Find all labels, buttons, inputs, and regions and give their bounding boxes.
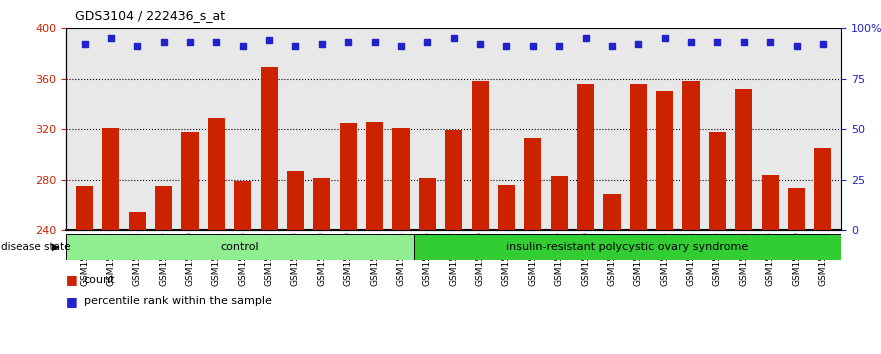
- Text: disease state: disease state: [1, 242, 70, 252]
- Point: [710, 40, 724, 45]
- Point: [420, 40, 434, 45]
- Bar: [656, 91, 673, 354]
- Bar: [413, 234, 841, 260]
- Bar: [234, 181, 251, 354]
- Text: insulin-resistant polycystic ovary syndrome: insulin-resistant polycystic ovary syndr…: [507, 242, 749, 252]
- Point: [315, 42, 329, 47]
- Point: [367, 40, 381, 45]
- Bar: [709, 132, 726, 354]
- Bar: [181, 132, 198, 354]
- Bar: [76, 186, 93, 354]
- Point: [394, 44, 408, 49]
- Text: count: count: [84, 275, 115, 285]
- Point: [605, 44, 619, 49]
- Bar: [603, 194, 620, 354]
- Bar: [129, 212, 146, 354]
- Point: [473, 42, 487, 47]
- Bar: [392, 128, 410, 354]
- Point: [236, 44, 250, 49]
- Bar: [102, 128, 120, 354]
- Bar: [208, 118, 225, 354]
- Point: [78, 42, 92, 47]
- Bar: [498, 185, 515, 354]
- Bar: [340, 123, 357, 354]
- Point: [157, 40, 171, 45]
- Text: GDS3104 / 222436_s_at: GDS3104 / 222436_s_at: [75, 9, 225, 22]
- Point: [500, 44, 514, 49]
- Bar: [814, 148, 832, 354]
- Point: [552, 44, 566, 49]
- Bar: [445, 131, 463, 354]
- Point: [104, 35, 118, 41]
- Bar: [471, 81, 489, 354]
- Bar: [551, 176, 567, 354]
- Point: [684, 40, 698, 45]
- Bar: [524, 138, 542, 354]
- Point: [737, 40, 751, 45]
- Bar: [736, 89, 752, 354]
- Point: [210, 40, 224, 45]
- Text: ■: ■: [66, 295, 78, 308]
- Bar: [155, 186, 172, 354]
- Bar: [261, 67, 278, 354]
- Bar: [761, 175, 779, 354]
- Text: ■: ■: [66, 274, 78, 286]
- Point: [130, 44, 144, 49]
- Bar: [287, 171, 304, 354]
- Bar: [66, 234, 413, 260]
- Text: control: control: [220, 242, 259, 252]
- Point: [341, 40, 355, 45]
- Point: [447, 35, 461, 41]
- Point: [632, 42, 646, 47]
- Point: [526, 44, 540, 49]
- Text: ▶: ▶: [52, 242, 60, 252]
- Bar: [788, 188, 805, 354]
- Point: [288, 44, 302, 49]
- Point: [183, 40, 197, 45]
- Bar: [366, 122, 383, 354]
- Point: [657, 35, 671, 41]
- Bar: [683, 81, 700, 354]
- Text: percentile rank within the sample: percentile rank within the sample: [84, 296, 271, 306]
- Point: [579, 35, 593, 41]
- Bar: [418, 178, 436, 354]
- Bar: [630, 84, 647, 354]
- Point: [262, 38, 276, 43]
- Point: [789, 44, 803, 49]
- Bar: [577, 84, 594, 354]
- Point: [763, 40, 777, 45]
- Bar: [314, 178, 330, 354]
- Point: [816, 42, 830, 47]
